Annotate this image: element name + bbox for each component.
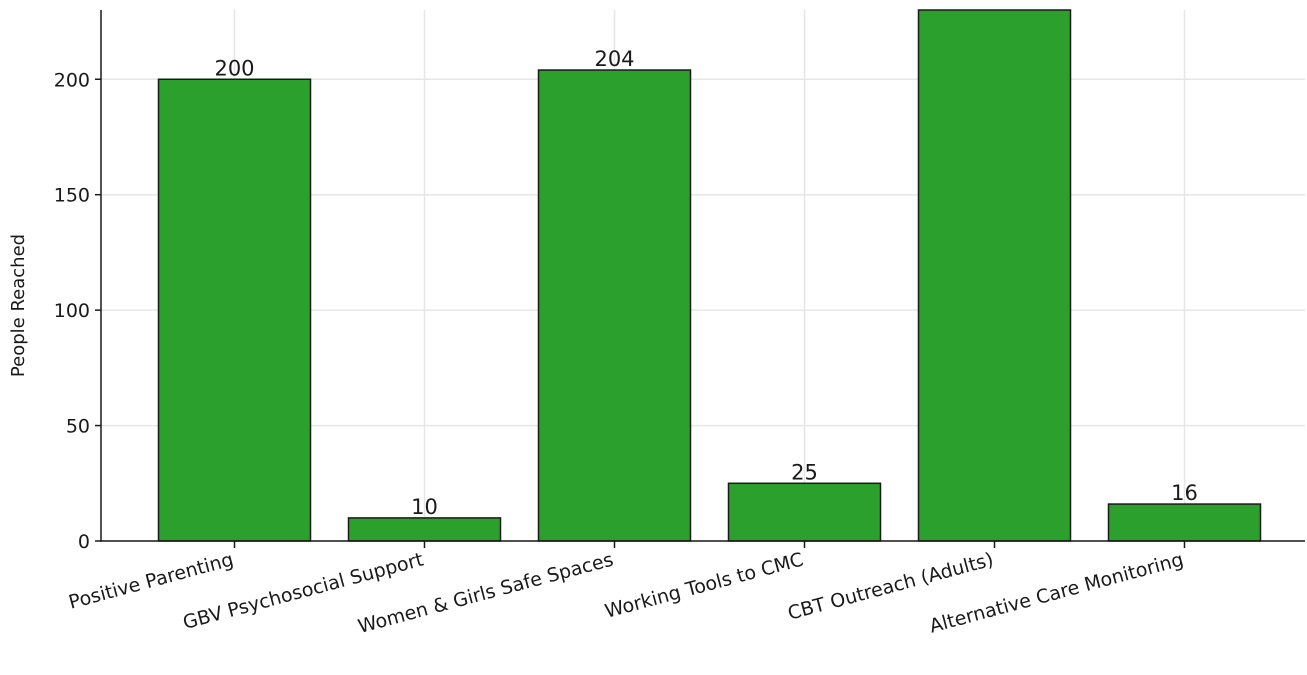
bar — [347, 517, 502, 542]
y-tick-labels: 0 50 100 150 200 — [54, 69, 90, 553]
y-tick-label: 50 — [66, 416, 90, 438]
data-labels: 200 10 204 25 16 — [214, 47, 1197, 519]
y-tick-label: 0 — [78, 531, 90, 553]
bar — [1107, 503, 1262, 542]
y-axis-title: People Reached — [8, 234, 29, 377]
bar — [727, 482, 882, 542]
bar — [157, 78, 312, 542]
data-label: 16 — [1171, 481, 1198, 505]
y-tick-label: 100 — [54, 300, 90, 322]
bars — [157, 9, 1262, 542]
data-label: 200 — [214, 56, 254, 80]
bar — [917, 9, 1072, 542]
data-label: 204 — [594, 47, 634, 71]
x-tick-label: Working Tools to CMC — [603, 549, 806, 623]
axes — [95, 10, 1305, 548]
y-tick-label: 150 — [54, 185, 90, 207]
y-tick-label: 200 — [54, 69, 90, 91]
data-label: 25 — [791, 460, 818, 484]
data-label: 10 — [411, 495, 438, 519]
bar — [537, 69, 692, 542]
